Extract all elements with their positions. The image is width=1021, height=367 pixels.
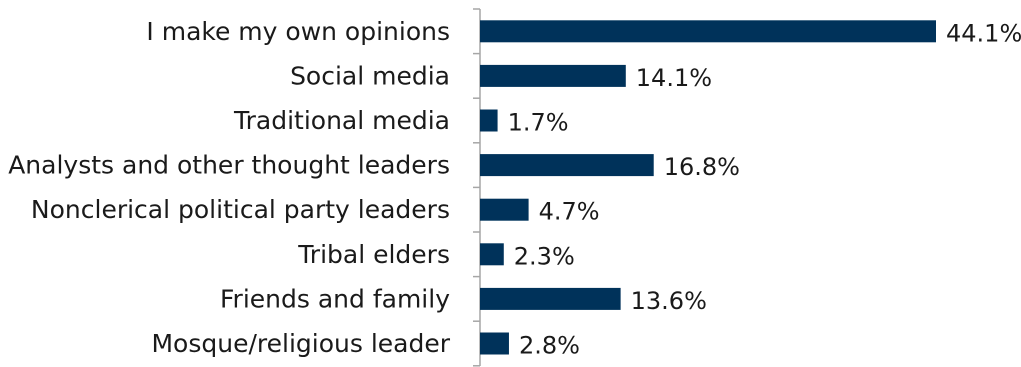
value-label: 44.1% <box>946 19 1021 47</box>
bar <box>480 154 654 177</box>
category-label: Nonclerical political party leaders <box>31 195 450 224</box>
bars-group <box>480 20 936 355</box>
category-label: Traditional media <box>233 106 450 135</box>
category-label: I make my own opinions <box>146 17 450 46</box>
bar <box>480 332 509 355</box>
axis-ticks <box>473 8 480 367</box>
value-label: 16.8% <box>664 153 740 181</box>
value-label: 2.8% <box>519 332 580 360</box>
value-label: 2.3% <box>514 242 575 270</box>
bar <box>480 198 529 221</box>
category-label: Tribal elders <box>297 240 450 269</box>
value-label: 4.7% <box>539 198 600 226</box>
category-label: Social media <box>290 61 450 90</box>
category-label: Mosque/religious leader <box>151 329 450 358</box>
value-label: 1.7% <box>508 109 569 137</box>
bar <box>480 287 621 310</box>
category-labels-group: I make my own opinions Social media Tradit… <box>8 17 451 358</box>
value-label: 13.6% <box>631 287 707 315</box>
bar <box>480 20 936 43</box>
value-labels-group: 44.1% 14.1% 1.7% 16.8% 4.7% 2.3% 13.6% 2.8% <box>508 19 1021 359</box>
bar <box>480 109 498 132</box>
bar <box>480 243 504 266</box>
category-label: Analysts and other thought leaders <box>8 151 450 180</box>
category-label: Friends and family <box>220 284 450 313</box>
value-label: 14.1% <box>636 64 712 92</box>
bar <box>480 64 626 87</box>
